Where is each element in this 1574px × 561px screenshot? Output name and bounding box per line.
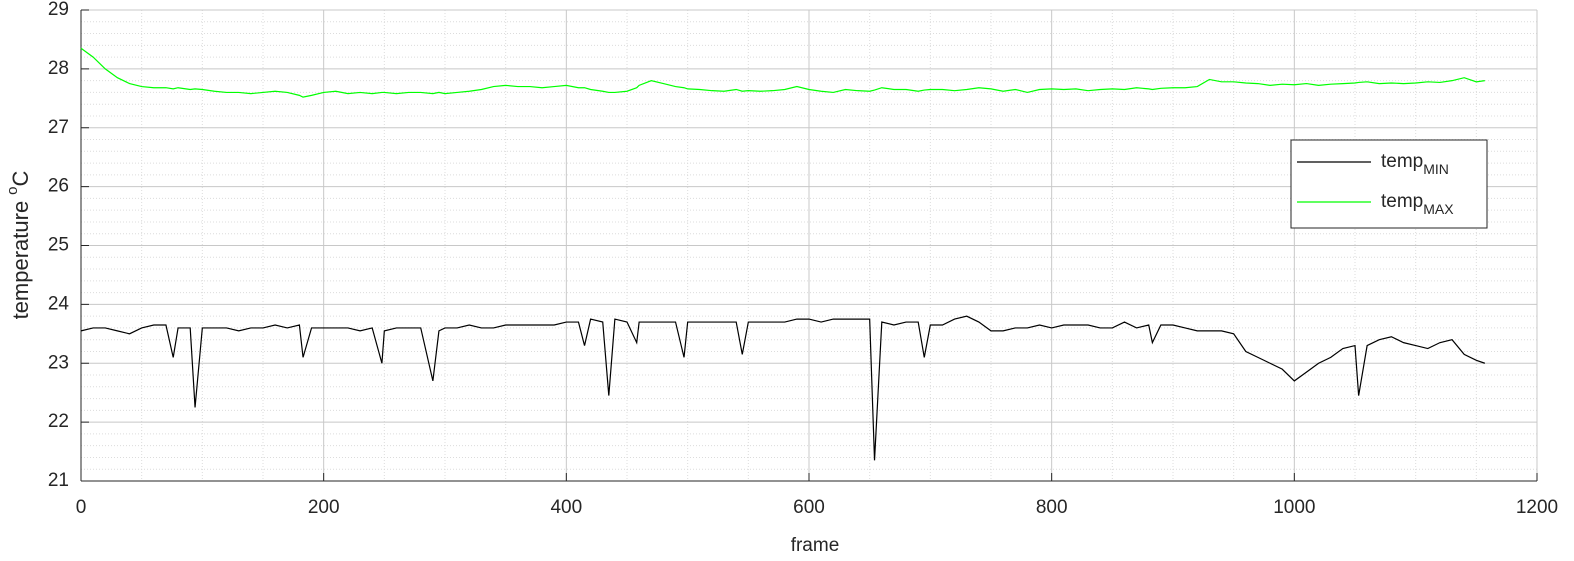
y-axis-label-unit: C <box>8 170 33 186</box>
legend-subscript: MAX <box>1423 201 1454 217</box>
x-tick-label: 800 <box>1036 497 1068 518</box>
x-tick-label: 1000 <box>1273 497 1315 518</box>
y-tick-label: 21 <box>48 470 69 491</box>
legend-box <box>1290 139 1488 229</box>
y-tick-label: 29 <box>48 0 69 20</box>
y-tick-label: 27 <box>48 117 69 138</box>
y-tick-label: 24 <box>48 293 70 314</box>
legend-subscript: MIN <box>1423 161 1449 177</box>
y-tick-label: 22 <box>48 411 69 432</box>
data-line <box>80 47 1485 98</box>
y-axis-label-text: temperature <box>8 201 33 320</box>
y-tick-label: 25 <box>48 235 69 256</box>
legend-name: temp <box>1381 191 1423 212</box>
y-axis-label-superscript: o <box>4 186 21 194</box>
legend-label: tempMIN <box>1381 151 1449 177</box>
x-axis-label: frame <box>791 535 840 556</box>
legend-name: temp <box>1381 151 1423 172</box>
x-tick-label: 600 <box>793 497 825 518</box>
legend-label: tempMAX <box>1381 191 1454 217</box>
x-tick-label: 200 <box>308 497 340 518</box>
y-tick-label: 26 <box>48 176 69 197</box>
x-tick-label: 1200 <box>1516 497 1558 518</box>
y-tick-label: 28 <box>48 58 69 79</box>
x-tick-label: 0 <box>76 497 87 518</box>
data-line <box>80 315 1486 461</box>
x-tick-label: 400 <box>550 497 582 518</box>
y-axis-label: temperature oC <box>4 170 32 319</box>
y-tick-label: 23 <box>48 352 69 373</box>
